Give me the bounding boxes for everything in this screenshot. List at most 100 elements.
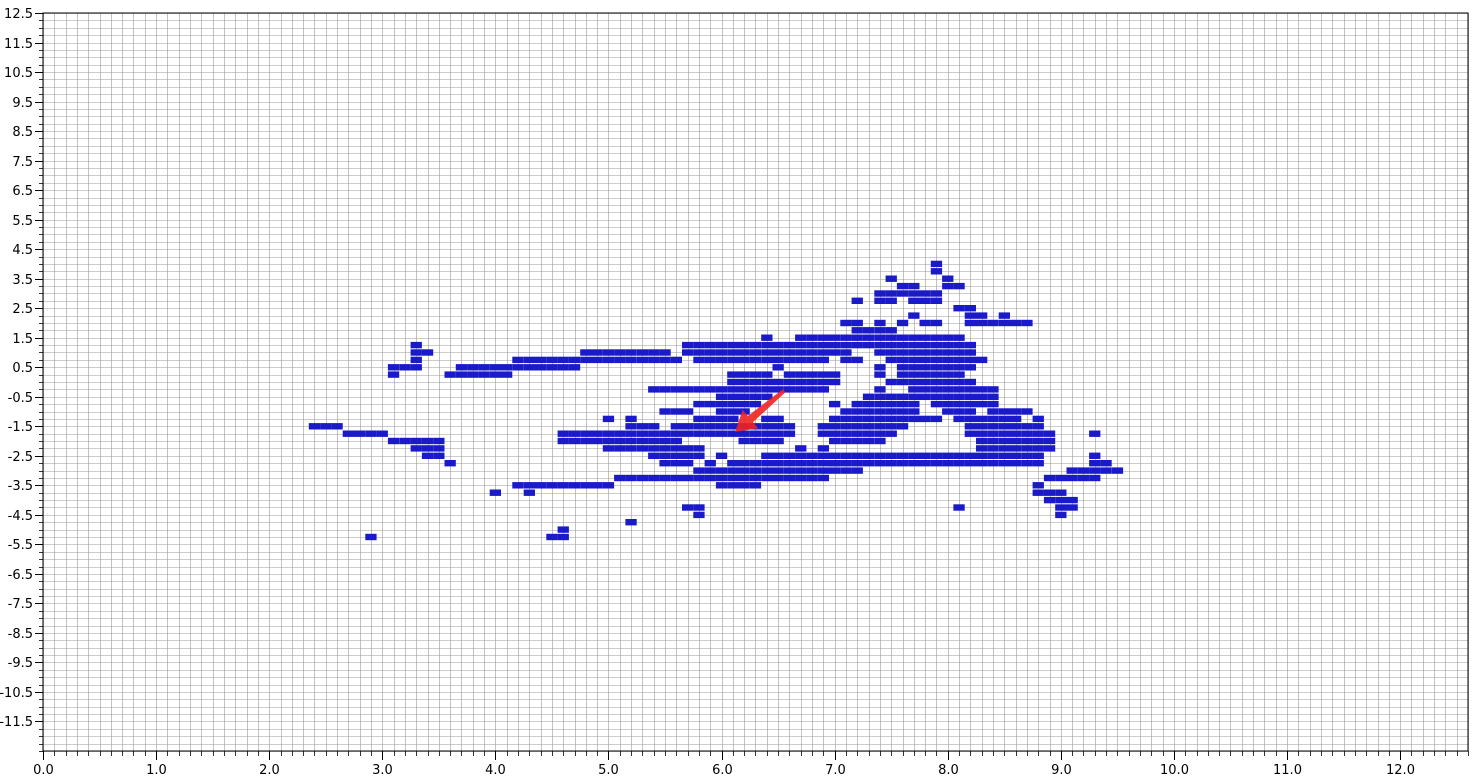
occupied-cell [444,371,456,378]
occupied-cell [568,356,581,364]
occupied-cell [727,349,739,356]
occupied-cell [783,356,796,364]
occupied-cell [874,437,886,445]
occupied-cell [772,430,784,437]
occupied-cell [602,437,615,445]
occupied-cell [874,349,886,356]
occupied-cell [761,430,773,437]
occupied-cell [953,386,965,393]
occupied-cell [919,297,931,304]
occupied-cell [964,408,976,415]
occupied-cell [908,378,920,386]
occupied-cell [704,460,716,467]
occupied-cell [659,386,671,393]
occupied-cell [523,482,535,489]
occupied-cell [851,319,863,327]
occupied-cell [546,533,558,541]
robot-arrow-shape [735,389,786,432]
occupied-cell [806,341,818,349]
occupied-cell [433,437,445,445]
occupied-cell [840,349,852,356]
occupied-cell [817,423,829,430]
occupied-cell [795,341,807,349]
occupied-cell [795,445,807,452]
occupied-cell [444,460,456,467]
occupied-cell [693,423,705,430]
occupied-cell [761,386,773,393]
occupied-cell [1010,445,1022,452]
occupied-cell [693,386,705,393]
occupied-cell [930,364,943,371]
occupied-cell [580,437,592,445]
occupied-cell [614,437,626,445]
occupied-cell [704,474,716,482]
occupied-cell [568,437,581,445]
occupied-cell [953,393,965,400]
occupied-cell [648,474,660,482]
occupied-cell [976,452,988,459]
occupied-cell [602,430,615,437]
occupied-cell [693,504,705,511]
y-tick-label: 0.5 [12,361,33,376]
occupied-cell [523,489,535,496]
occupied-cell [772,452,784,459]
occupied-cell [896,371,909,378]
occupied-cell [625,519,637,526]
occupied-cell [308,423,321,430]
occupied-cell [851,400,863,408]
occupied-cell [704,415,716,423]
occupied-cell [410,364,422,371]
occupied-cell [682,349,694,356]
occupied-cell [930,268,943,275]
occupied-cell [896,356,909,364]
occupied-cell [715,349,728,356]
occupied-cell [885,297,897,304]
occupied-cell [659,356,671,364]
occupied-cell [874,371,886,378]
occupied-cell [998,408,1010,415]
y-tick-label: 12.5 [4,7,33,22]
occupied-cell [795,334,807,341]
y-tick-label: -8.5 [8,627,33,642]
occupied-cell [829,437,841,445]
occupied-cell [987,423,999,430]
occupied-cell [738,467,750,474]
occupied-cell [410,437,422,445]
occupied-cell [998,437,1010,445]
occupied-cell [761,334,773,341]
occupied-cell [614,445,626,452]
occupied-cell [1043,474,1056,482]
occupied-cell [908,364,920,371]
occupied-cell [738,341,750,349]
occupied-cell [738,408,750,415]
occupied-cell [976,430,988,437]
occupied-cell [953,349,965,356]
occupied-cell [795,467,807,474]
occupied-cell [659,408,671,415]
occupied-cell [1100,467,1112,474]
occupied-cell [840,415,852,423]
occupied-cell [738,430,750,437]
occupied-cell [602,482,615,489]
occupied-cell [964,364,976,371]
occupied-cell [874,297,886,304]
occupied-cell [885,423,897,430]
occupied-cell [557,482,569,489]
occupied-cell [636,474,649,482]
occupied-cell [829,341,841,349]
occupied-cell [783,467,796,474]
occupied-cell [512,482,524,489]
occupied-cell [727,386,739,393]
occupied-cell [964,349,976,356]
occupied-cell [1055,496,1067,504]
occupied-cell [862,460,875,467]
occupied-cell [1010,415,1022,423]
occupied-cell [557,364,569,371]
occupied-cell [896,393,909,400]
occupied-cell [387,437,400,445]
y-tick-label: 3.5 [12,273,33,288]
occupied-cell [806,467,818,474]
occupied-cell [682,430,694,437]
occupied-cell [840,460,852,467]
occupied-cell [976,400,988,408]
